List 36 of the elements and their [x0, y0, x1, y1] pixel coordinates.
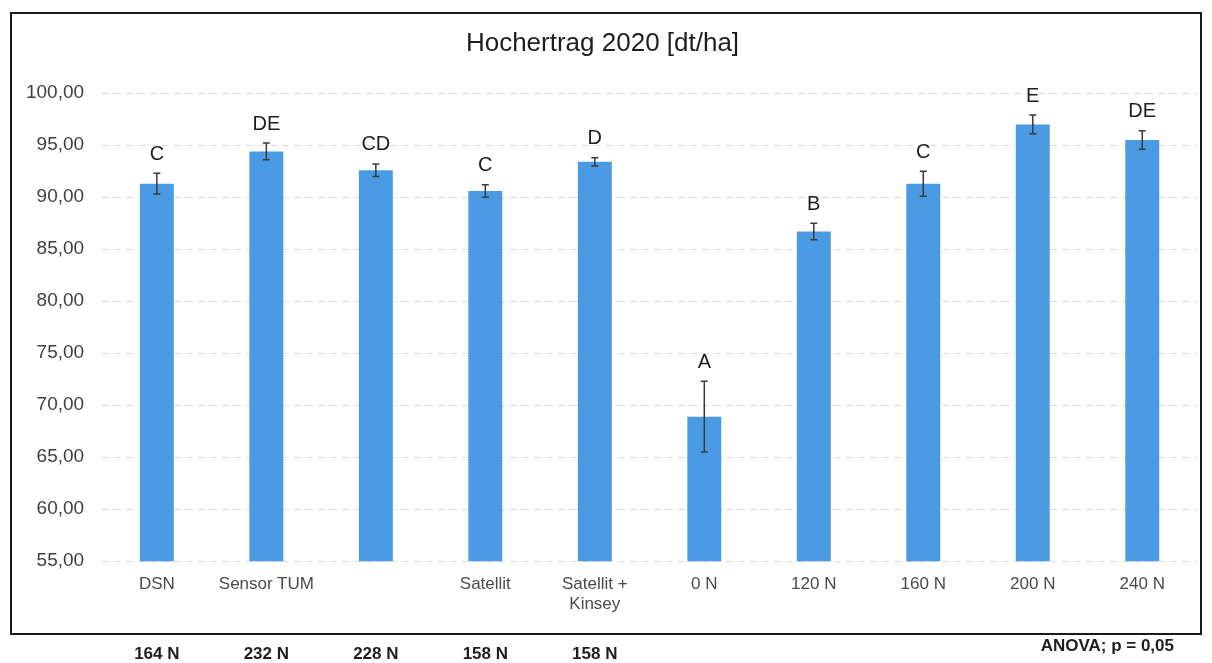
x-tick-label: Satellit — [459, 574, 512, 594]
annotation: E — [1026, 83, 1040, 106]
text: 158 N — [572, 643, 618, 663]
text: 164 N — [134, 643, 180, 663]
annotation: C — [916, 139, 931, 162]
annotation: C — [478, 153, 493, 176]
annotation: DE — [252, 111, 281, 134]
y-tick-label: 70,00 — [36, 393, 85, 415]
y-tick-label: 80,00 — [36, 289, 85, 311]
x-tick-label: 120 N — [791, 574, 837, 594]
annotation: C — [149, 141, 165, 164]
y-tick-label: 90,00 — [36, 185, 85, 207]
x-tick-label: 160 N — [900, 574, 946, 594]
annotation: D — [587, 126, 603, 149]
annotation: B — [807, 191, 821, 214]
text: 232 N — [243, 643, 290, 663]
x-tick-label: 200 N — [1010, 574, 1056, 594]
y-tick-label: 55,00 — [36, 549, 85, 571]
x-tick-label: Sensor TUM — [218, 574, 314, 594]
y-tick-label: 60,00 — [36, 497, 85, 519]
y-tick-label: 85,00 — [36, 237, 85, 259]
annotation: CD — [361, 132, 391, 155]
y-tick-label: 100,00 — [25, 81, 85, 103]
x-tick-label: Satellit + Kinsey — [561, 574, 628, 614]
x-tick-label: 0 N — [691, 574, 718, 594]
x-tick-label: DSN — [138, 574, 175, 594]
text: 228 N — [353, 643, 399, 663]
y-tick-label: 65,00 — [36, 445, 85, 467]
chart-title: Hochertrag 2020 [dt/ha] — [465, 26, 740, 57]
x-tick-label: 240 N — [1119, 574, 1165, 594]
text: ANOVA; p = 0,05 — [1040, 635, 1174, 655]
y-tick-label: 95,00 — [36, 133, 85, 155]
annotation: A — [697, 349, 712, 372]
y-tick-label: 75,00 — [36, 341, 85, 363]
text: 158 N — [462, 643, 509, 663]
annotation: DE — [1128, 99, 1157, 122]
